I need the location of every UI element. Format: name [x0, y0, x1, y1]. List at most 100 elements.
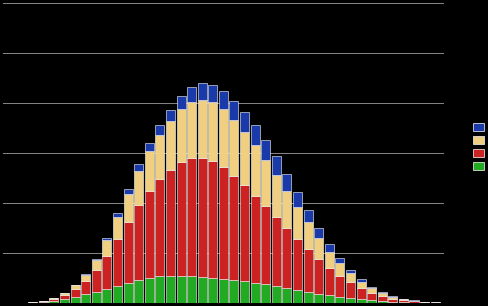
Bar [335, 297, 345, 303]
Bar [388, 299, 397, 302]
Bar [134, 280, 143, 303]
Bar [378, 301, 386, 303]
Bar [113, 214, 122, 217]
Bar [261, 160, 270, 206]
Bar [251, 283, 260, 303]
Bar [60, 293, 69, 295]
Bar [102, 289, 111, 303]
Bar [346, 274, 355, 282]
Bar [240, 132, 249, 185]
Bar [123, 222, 133, 283]
Bar [314, 228, 323, 238]
Bar [81, 294, 90, 303]
Bar [378, 293, 386, 296]
Bar [113, 217, 122, 239]
Bar [145, 143, 154, 151]
Bar [49, 301, 59, 303]
Bar [187, 102, 196, 158]
Bar [335, 263, 345, 276]
Bar [102, 240, 111, 256]
Bar [272, 175, 281, 217]
Bar [102, 238, 111, 240]
Bar [166, 170, 175, 276]
Bar [92, 260, 101, 270]
Bar [261, 206, 270, 284]
Bar [39, 302, 48, 303]
Bar [177, 162, 185, 276]
Bar [388, 302, 397, 303]
Bar [229, 120, 239, 176]
Bar [92, 292, 101, 303]
Bar [102, 256, 111, 289]
Bar [113, 286, 122, 303]
Bar [388, 296, 397, 297]
Bar [219, 279, 228, 303]
Bar [49, 299, 59, 301]
Bar [208, 102, 217, 161]
Bar [367, 293, 376, 300]
Bar [92, 259, 101, 260]
Bar [357, 279, 366, 282]
Bar [81, 281, 90, 294]
Bar [39, 301, 48, 302]
Bar [113, 239, 122, 286]
Bar [229, 101, 239, 120]
Bar [272, 156, 281, 175]
Bar [166, 110, 175, 121]
Bar [314, 294, 323, 303]
Legend: , , , : , , , [471, 121, 488, 173]
Bar [314, 238, 323, 259]
Bar [335, 276, 345, 297]
Bar [134, 164, 143, 170]
Bar [177, 276, 185, 303]
Bar [367, 300, 376, 303]
Bar [240, 112, 249, 132]
Bar [155, 135, 164, 179]
Bar [134, 170, 143, 205]
Bar [219, 91, 228, 109]
Bar [177, 110, 185, 162]
Bar [123, 189, 133, 194]
Bar [367, 287, 376, 288]
Bar [420, 302, 429, 303]
Bar [155, 179, 164, 276]
Bar [145, 151, 154, 191]
Bar [198, 100, 207, 158]
Bar [198, 277, 207, 303]
Bar [71, 285, 80, 289]
Bar [71, 289, 80, 297]
Bar [145, 278, 154, 303]
Bar [346, 298, 355, 303]
Bar [346, 282, 355, 298]
Bar [81, 275, 90, 281]
Bar [399, 300, 408, 302]
Bar [272, 286, 281, 303]
Bar [208, 84, 217, 102]
Bar [198, 84, 207, 100]
Bar [187, 87, 196, 102]
Bar [198, 158, 207, 277]
Bar [346, 270, 355, 274]
Bar [293, 290, 302, 303]
Bar [166, 276, 175, 303]
Bar [325, 295, 334, 303]
Bar [304, 222, 313, 249]
Bar [378, 296, 386, 301]
Bar [314, 259, 323, 294]
Bar [229, 280, 239, 303]
Bar [293, 192, 302, 207]
Bar [251, 145, 260, 196]
Bar [219, 167, 228, 279]
Bar [304, 249, 313, 292]
Bar [187, 158, 196, 276]
Bar [283, 288, 291, 303]
Bar [272, 217, 281, 286]
Bar [155, 276, 164, 303]
Bar [251, 196, 260, 283]
Bar [177, 96, 185, 110]
Bar [71, 297, 80, 303]
Bar [357, 288, 366, 299]
Bar [293, 207, 302, 239]
Bar [293, 239, 302, 290]
Bar [357, 282, 366, 288]
